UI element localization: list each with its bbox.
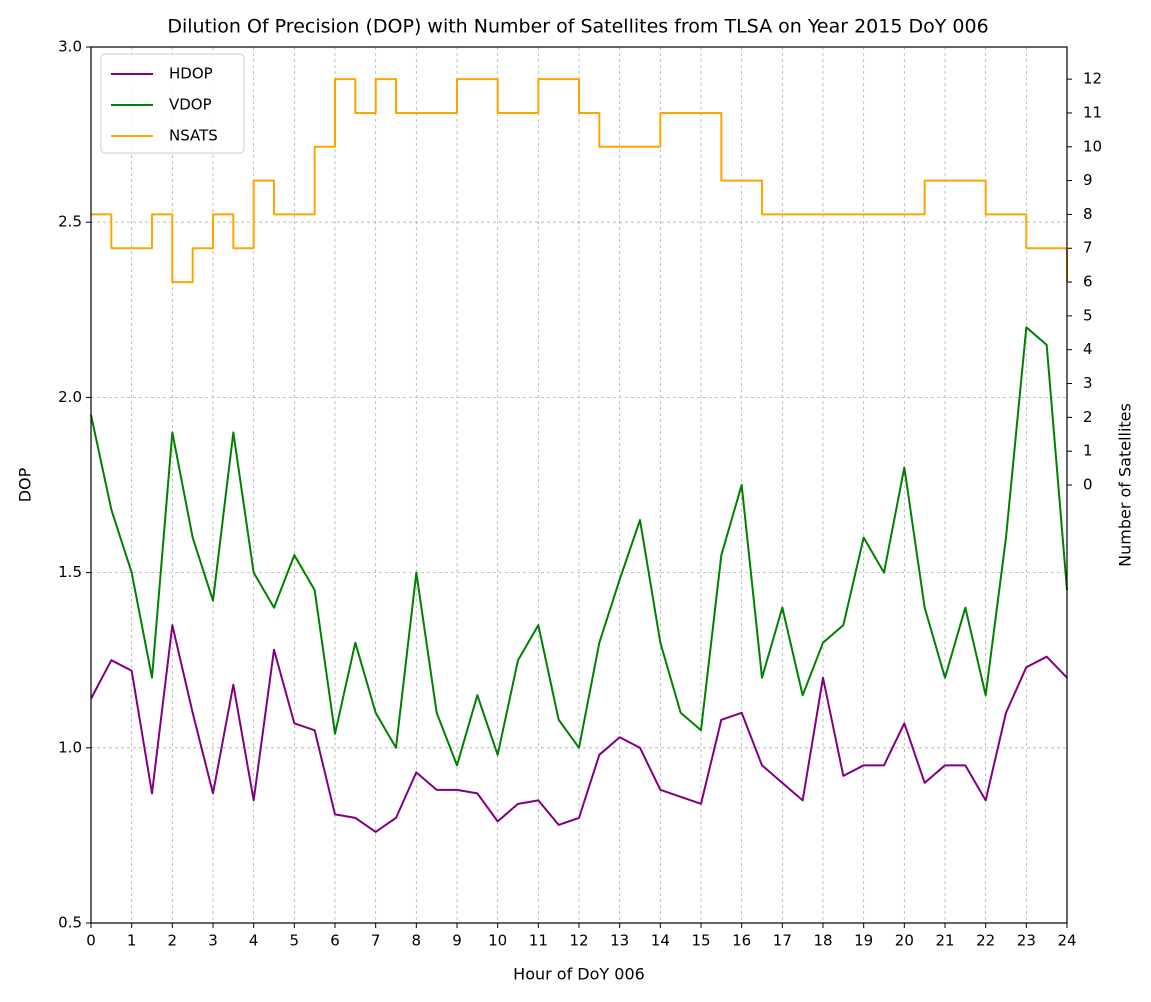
y2-tick-label: 10 bbox=[1083, 137, 1102, 155]
series-line bbox=[90, 624, 1068, 833]
x-tick-label: 10 bbox=[488, 932, 507, 950]
y-axis-label: DOP bbox=[16, 467, 35, 502]
y-tick-label: 0.5 bbox=[58, 914, 82, 932]
x-tick-label: 19 bbox=[854, 932, 873, 950]
x-tick-label: 16 bbox=[732, 932, 751, 950]
y2-tick-label: 9 bbox=[1083, 171, 1093, 189]
legend-label: VDOP bbox=[169, 96, 212, 114]
y2-tick-label: 11 bbox=[1083, 103, 1102, 121]
chart-title: Dilution Of Precision (DOP) with Number … bbox=[167, 16, 988, 38]
y2-axis-label: Number of Satellites bbox=[1116, 403, 1135, 567]
x-tick-label: 24 bbox=[1057, 932, 1076, 950]
y2-tick-label: 12 bbox=[1083, 70, 1102, 88]
y-tick-label: 1.5 bbox=[58, 563, 82, 581]
x-tick-label: 21 bbox=[935, 932, 954, 950]
x-tick-label: 15 bbox=[691, 932, 710, 950]
x-tick-label: 12 bbox=[569, 932, 588, 950]
series-line bbox=[90, 326, 1068, 767]
x-tick-label: 22 bbox=[976, 932, 995, 950]
y2-tick-label: 5 bbox=[1083, 306, 1093, 324]
y2-tick-label: 8 bbox=[1083, 205, 1093, 223]
y-tick-label: 1.0 bbox=[58, 738, 82, 756]
y2-tick-label: 6 bbox=[1083, 273, 1093, 291]
legend-label: HDOP bbox=[169, 65, 213, 83]
x-tick-label: 9 bbox=[452, 932, 462, 950]
y2-tick-label: 3 bbox=[1083, 374, 1093, 392]
y2-tick-label: 0 bbox=[1083, 476, 1093, 494]
x-tick-label: 11 bbox=[529, 932, 548, 950]
y2-tick-label: 7 bbox=[1083, 239, 1093, 257]
x-tick-label: 6 bbox=[330, 932, 340, 950]
x-tick-label: 18 bbox=[813, 932, 832, 950]
x-tick-label: 2 bbox=[168, 932, 178, 950]
y-tick-label: 2.0 bbox=[58, 388, 82, 406]
x-tick-label: 23 bbox=[1017, 932, 1036, 950]
x-tick-label: 7 bbox=[371, 932, 381, 950]
x-tick-label: 14 bbox=[651, 932, 670, 950]
series-line bbox=[91, 78, 1068, 284]
y-tick-label: 3.0 bbox=[58, 38, 82, 56]
x-tick-label: 17 bbox=[773, 932, 792, 950]
y2-tick-label: 4 bbox=[1083, 340, 1093, 358]
x-tick-label: 20 bbox=[895, 932, 914, 950]
x-axis-label: Hour of DoY 006 bbox=[513, 965, 645, 984]
x-tick-label: 5 bbox=[290, 932, 300, 950]
x-tick-label: 3 bbox=[208, 932, 218, 950]
legend-label: NSATS bbox=[169, 127, 218, 145]
y2-tick-label: 1 bbox=[1083, 442, 1093, 460]
x-tick-label: 1 bbox=[127, 932, 137, 950]
x-tick-label: 13 bbox=[610, 932, 629, 950]
x-tick-label: 0 bbox=[86, 932, 96, 950]
x-tick-label: 8 bbox=[412, 932, 422, 950]
y-tick-label: 2.5 bbox=[58, 213, 82, 231]
x-tick-label: 4 bbox=[249, 932, 259, 950]
legend-box bbox=[100, 53, 245, 154]
plot-frame bbox=[90, 46, 1068, 924]
y2-tick-label: 2 bbox=[1083, 408, 1093, 426]
